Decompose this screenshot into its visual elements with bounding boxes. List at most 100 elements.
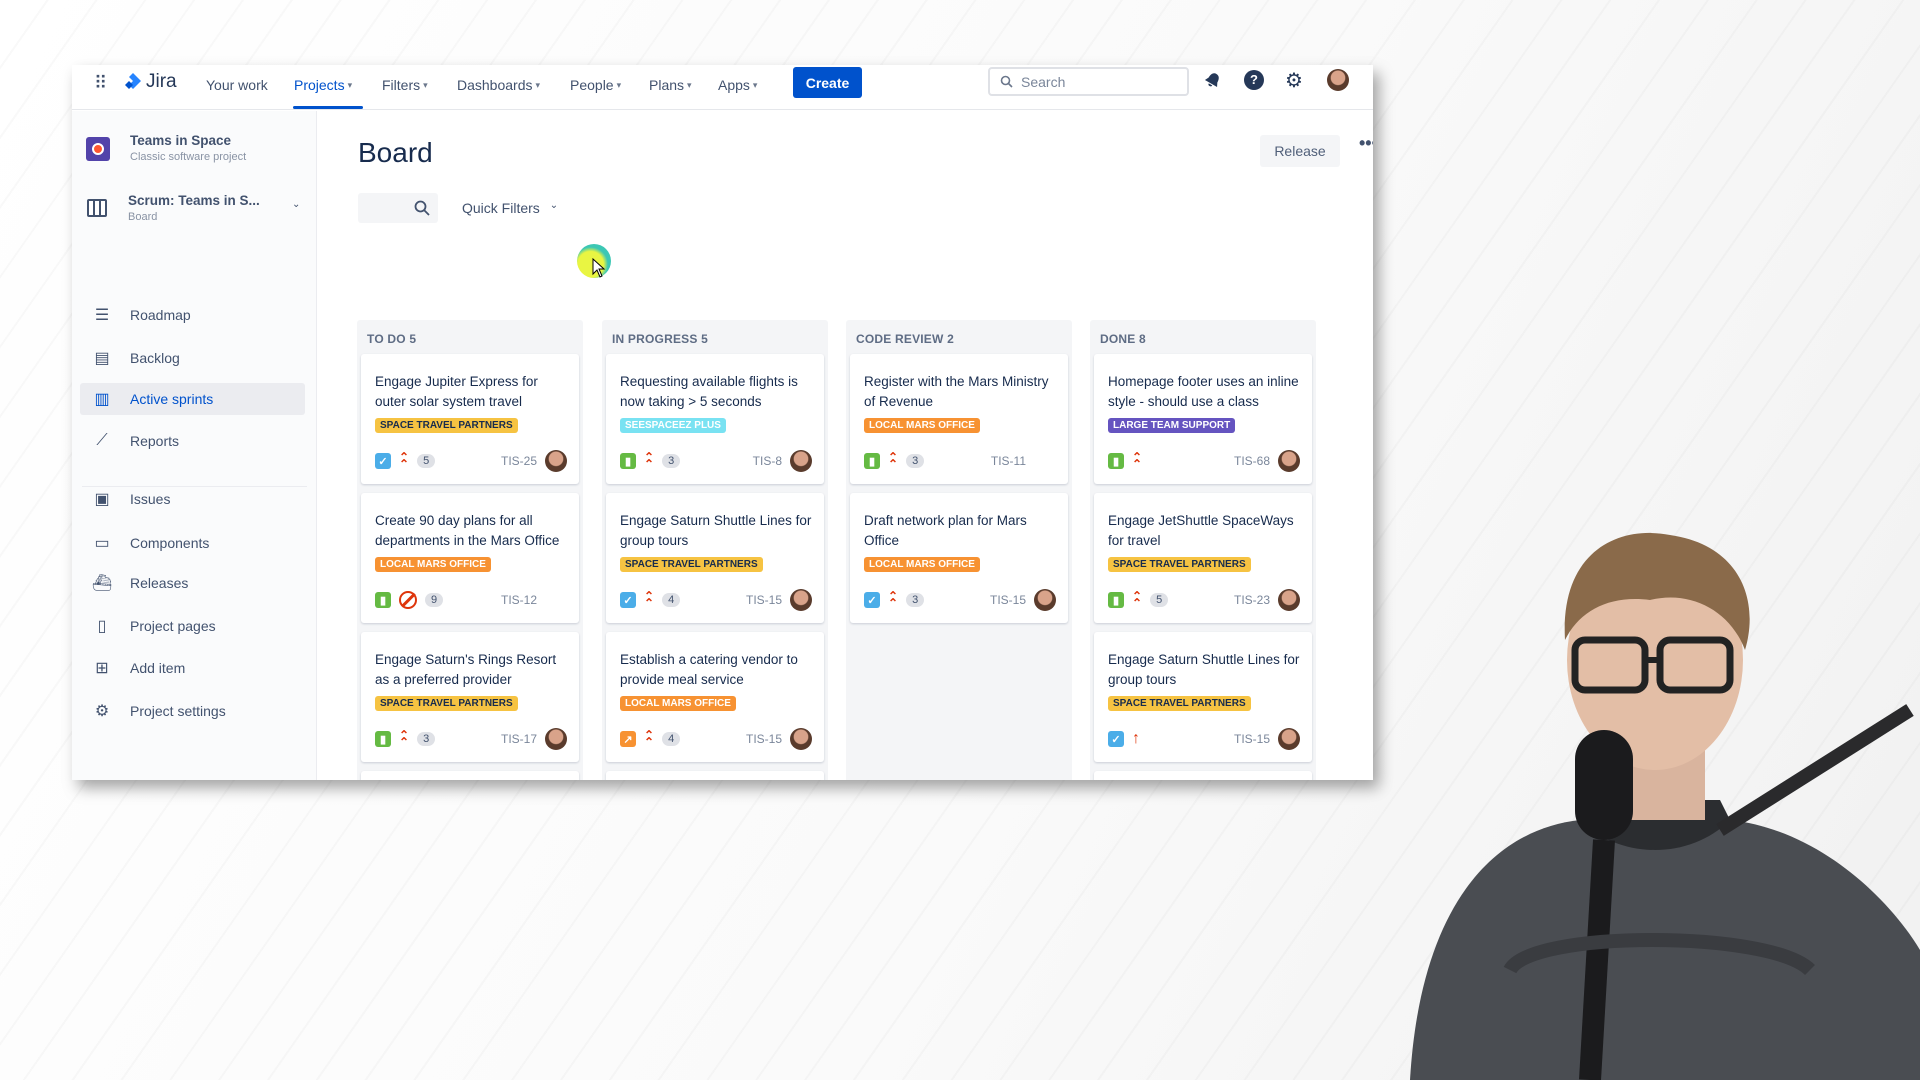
issue-card[interactable]: Engage Saturn Shuttle Lines for group to… — [606, 493, 824, 623]
card-footer: ✓ ⌃ ⌃ 3 TIS-15 — [864, 589, 1056, 611]
sidebar-item-issues[interactable]: ▣ Issues — [80, 483, 305, 515]
issue-card[interactable]: Enable Speedy SpaceCraft as the preferre… — [361, 771, 579, 780]
epic-label[interactable]: LOCAL MARS OFFICE — [864, 418, 980, 433]
app-switcher-icon[interactable]: ⠿ — [94, 73, 108, 93]
assignee-avatar[interactable] — [1278, 450, 1300, 472]
epic-label[interactable]: SPACE TRAVEL PARTNERS — [375, 418, 518, 433]
issue-card[interactable]: Draft network plan for Mars Office LOCAL… — [850, 493, 1068, 623]
issue-card[interactable]: Register with the Mars Ministry of Reven… — [850, 354, 1068, 484]
issue-key[interactable]: TIS-12 — [500, 593, 537, 607]
assignee-avatar[interactable] — [1278, 589, 1300, 611]
nav-your-work[interactable]: Your work — [206, 73, 268, 97]
issue-key[interactable]: TIS-15 — [989, 593, 1026, 607]
nav-projects[interactable]: Projects ▾ — [294, 73, 352, 97]
issue-card[interactable]: Engage JetShuttle SpaceWays for travel S… — [1094, 493, 1312, 623]
issue-card[interactable]: Requesting available flights is now taki… — [606, 354, 824, 484]
nav-filters[interactable]: Filters ▾ — [382, 73, 428, 97]
epic-label[interactable]: LOCAL MARS OFFICE — [620, 696, 736, 711]
jira-logo[interactable]: Jira — [124, 71, 177, 93]
gear-icon: ⚙ — [94, 703, 110, 720]
sidebar-item-releases[interactable]: ⛴ Releases — [80, 567, 305, 599]
issue-key[interactable]: TIS-15 — [745, 593, 782, 607]
issue-card[interactable]: Establish a catering vendor to provide m… — [1094, 771, 1312, 780]
story-type-icon: ▮ — [1108, 453, 1124, 469]
card-footer: ▮ ⌃ ⌃ 3 TIS-8 — [620, 450, 812, 472]
issue-key[interactable]: TIS-25 — [500, 454, 537, 468]
issue-card[interactable]: Engage Saturn Shuttle Lines for group to… — [606, 771, 824, 780]
sidebar-item-backlog[interactable]: ▤ Backlog — [80, 342, 305, 374]
issue-key[interactable]: TIS-68 — [1233, 454, 1270, 468]
sidebar-item-components[interactable]: ▭ Components — [80, 527, 305, 559]
search-icon — [414, 200, 430, 216]
assignee-avatar[interactable] — [1034, 589, 1056, 611]
assignee-avatar[interactable] — [790, 589, 812, 611]
issue-title: Homepage footer uses an inline style - s… — [1108, 374, 1299, 409]
task-type-icon: ✓ — [620, 592, 636, 608]
story-points: 5 — [417, 454, 436, 468]
issue-key[interactable]: TIS-11 — [990, 454, 1026, 468]
board-name: Scrum: Teams in S... — [128, 193, 260, 208]
card-footer: ▮ ⌃ ⌃ 5 TIS-23 — [1108, 589, 1300, 611]
card-footer: ▮ 9 TIS-12 — [375, 589, 567, 611]
sidebar-item-project-pages[interactable]: ▯ Project pages — [80, 610, 305, 642]
assignee-avatar[interactable] — [790, 450, 812, 472]
sidebar-item-roadmap[interactable]: ☰ Roadmap — [80, 299, 305, 331]
epic-label[interactable]: SPACE TRAVEL PARTNERS — [375, 696, 518, 711]
issue-key[interactable]: TIS-23 — [1233, 593, 1270, 607]
epic-label[interactable]: LOCAL MARS OFFICE — [375, 557, 491, 572]
story-points: 3 — [417, 732, 436, 746]
sidebar-item-project-settings[interactable]: ⚙ Project settings — [80, 695, 305, 727]
story-type-icon: ▮ — [620, 453, 636, 469]
nav-people[interactable]: People ▾ — [570, 73, 621, 97]
board-switcher[interactable]: Scrum: Teams in S... Board ⌄ — [80, 193, 310, 231]
assignee-avatar[interactable] — [545, 450, 567, 472]
issue-key[interactable]: TIS-15 — [745, 732, 782, 746]
epic-label[interactable]: SPACE TRAVEL PARTNERS — [1108, 696, 1251, 711]
release-button[interactable]: Release — [1260, 135, 1340, 167]
nav-plans[interactable]: Plans ▾ — [649, 73, 692, 97]
epic-label[interactable]: SPACE TRAVEL PARTNERS — [620, 557, 763, 572]
quick-filters-dropdown[interactable]: Quick Filters ⌄ — [462, 200, 558, 216]
top-navigation: ⠿ Jira Your work Projects ▾ Filters ▾ Dash… — [72, 65, 1373, 110]
issue-card[interactable]: Establish a catering vendor to provide m… — [606, 632, 824, 762]
nav-dashboards[interactable]: Dashboards ▾ — [457, 73, 540, 97]
components-icon: ▭ — [94, 535, 110, 552]
issue-card[interactable]: Engage Saturn Shuttle Lines for group to… — [1094, 632, 1312, 762]
create-button[interactable]: Create — [793, 67, 862, 98]
notifications-bell-icon[interactable] — [1202, 69, 1224, 91]
more-actions-icon[interactable]: ••• — [1359, 133, 1373, 153]
highest-priority-icon: ⌃ ⌃ — [644, 728, 655, 749]
board-sub: Board — [128, 211, 158, 223]
board-search-input[interactable] — [358, 193, 438, 223]
profile-avatar[interactable] — [1327, 69, 1349, 91]
epic-label[interactable]: SPACE TRAVEL PARTNERS — [1108, 557, 1251, 572]
issue-key[interactable]: TIS-8 — [752, 454, 782, 468]
epic-label[interactable]: LOCAL MARS OFFICE — [864, 557, 980, 572]
assignee-avatar[interactable] — [790, 728, 812, 750]
project-type: Classic software project — [130, 151, 247, 163]
issue-card[interactable]: Create 90 day plans for all departments … — [361, 493, 579, 623]
nav-label: People — [570, 77, 614, 93]
card-footer: ▮ ⌃ ⌃ 3 TIS-17 — [375, 728, 567, 750]
epic-label[interactable]: SEESPACEEZ PLUS — [620, 418, 726, 433]
issue-card[interactable]: Engage Jupiter Express for outer solar s… — [361, 354, 579, 484]
issue-card[interactable]: Homepage footer uses an inline style - s… — [1094, 354, 1312, 484]
story-points: 4 — [662, 593, 681, 607]
issue-key[interactable]: TIS-15 — [1233, 732, 1270, 746]
search-input[interactable]: Search — [988, 67, 1189, 96]
card-footer: ▮ ⌃ ⌃ 3 TIS-11 — [864, 450, 1056, 472]
help-icon[interactable]: ? — [1243, 69, 1265, 91]
sidebar-item-label: Active sprints — [130, 391, 214, 407]
nav-apps[interactable]: Apps ▾ — [718, 73, 757, 97]
assignee-avatar[interactable] — [1278, 728, 1300, 750]
story-points: 5 — [1150, 593, 1169, 607]
issue-key[interactable]: TIS-17 — [500, 732, 537, 746]
assignee-avatar[interactable] — [545, 728, 567, 750]
settings-gear-icon[interactable]: ⚙ — [1285, 69, 1303, 92]
sidebar-item-active-sprints[interactable]: ▥ Active sprints — [80, 383, 305, 415]
issue-card[interactable]: Engage Saturn's Rings Resort as a prefer… — [361, 632, 579, 762]
sidebar-item-reports[interactable]: ⟋ Reports — [80, 425, 305, 457]
epic-label[interactable]: LARGE TEAM SUPPORT — [1108, 418, 1236, 433]
board-column: DONE 8 Homepage footer uses an inline st… — [1090, 320, 1316, 780]
sidebar-item-add-item[interactable]: ⊞ Add item — [80, 652, 305, 684]
